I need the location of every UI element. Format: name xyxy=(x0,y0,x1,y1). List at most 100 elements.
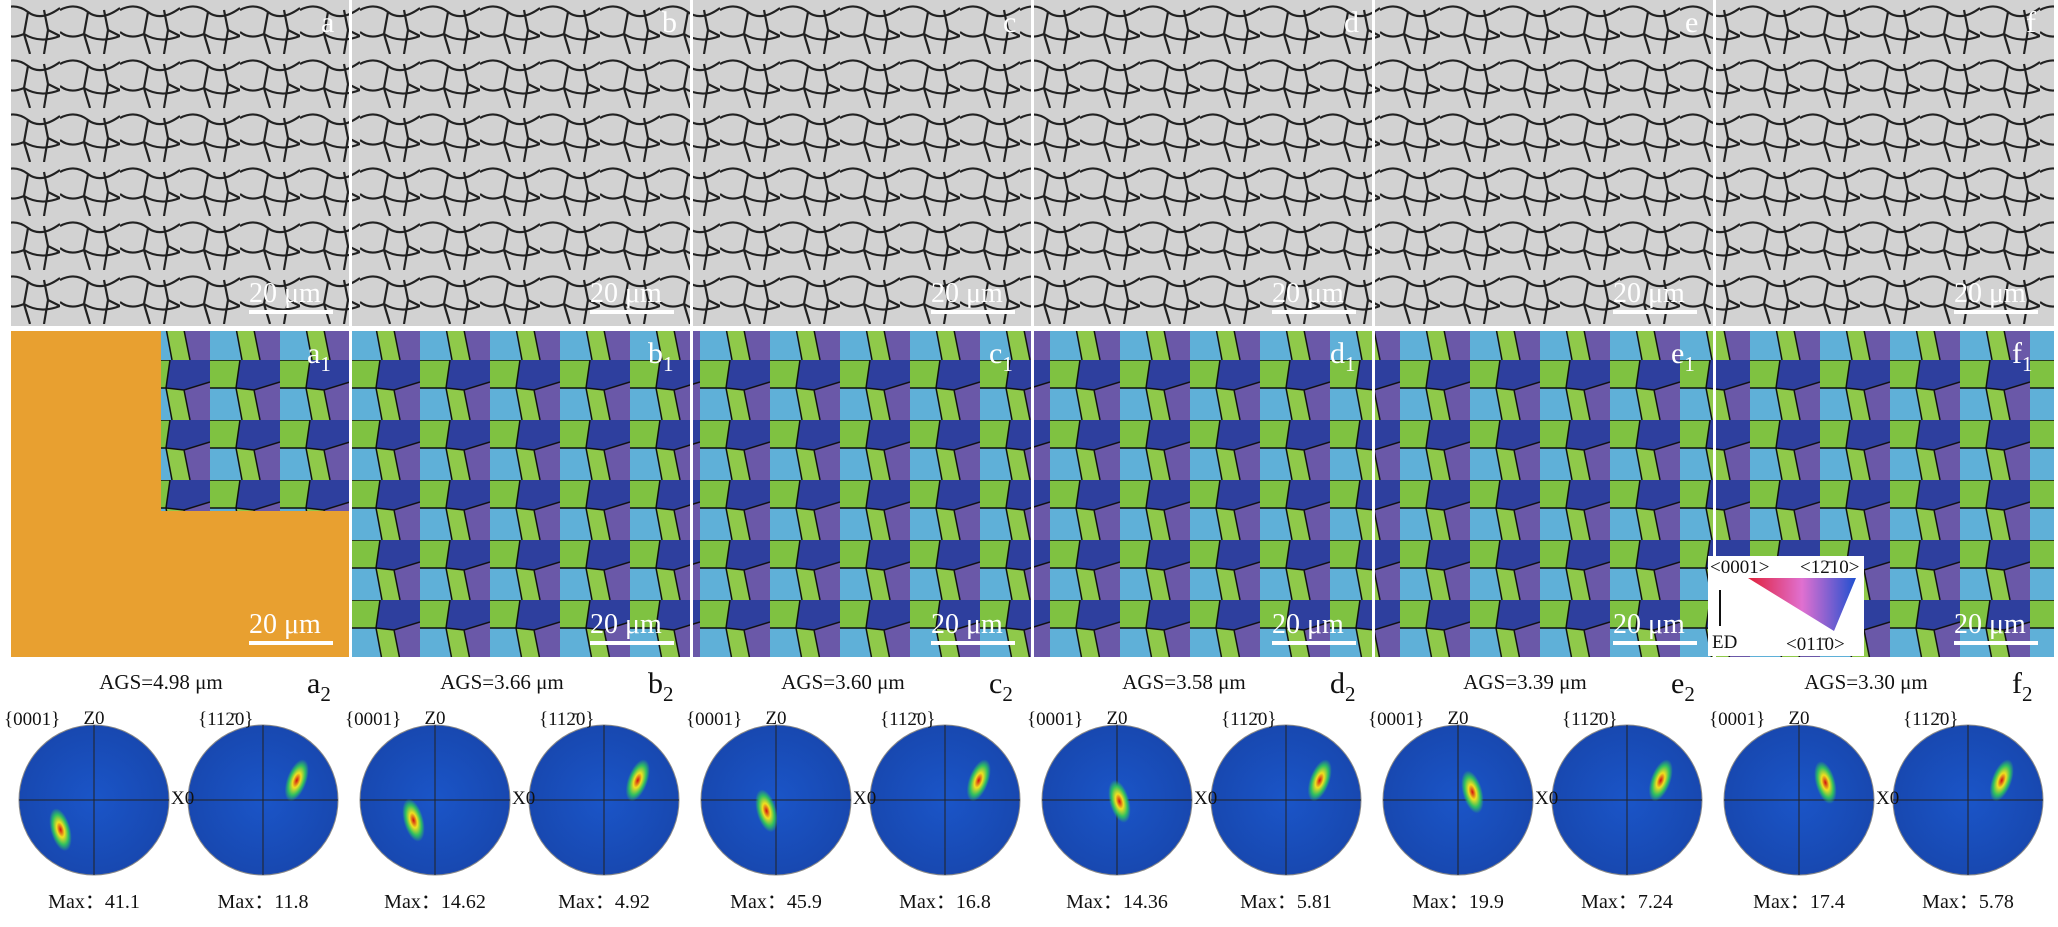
pf-label: f2 xyxy=(2012,667,2033,706)
max-value: Max：14.36 xyxy=(1066,891,1168,913)
pf-label: {112̄0} xyxy=(198,709,254,730)
panel-label: f xyxy=(2026,6,2036,39)
pf-hotspot xyxy=(1989,759,2014,802)
panel-label: d xyxy=(1344,6,1359,39)
map-label-sub: 1 xyxy=(1345,352,1356,376)
map-label: a1 xyxy=(307,337,331,376)
ebsd-overlay xyxy=(161,331,349,511)
legend-label: <0001> xyxy=(1710,557,1769,578)
pf-label: {0001} xyxy=(1368,709,1424,730)
pf-hotspot xyxy=(966,759,991,802)
scale-bar-text: 20 μm xyxy=(1954,278,2026,309)
ags: AGS=4.98 μm xyxy=(99,670,222,694)
pf-axis-x: X0 xyxy=(1535,788,1558,809)
max-value: Max：5.78 xyxy=(1922,891,2014,913)
scale-bar-text: 20 μm xyxy=(1272,609,1344,640)
ags: AGS=3.58 μm xyxy=(1122,670,1245,694)
map-label: d1 xyxy=(1330,337,1356,376)
ags: AGS=3.60 μm xyxy=(781,670,904,694)
pf-label: {112̄0} xyxy=(1221,709,1277,730)
map-label-sub: 1 xyxy=(320,352,331,376)
pf-label-base: a xyxy=(307,667,320,700)
pf-label: {0001} xyxy=(1709,709,1765,730)
ebsd-map xyxy=(693,331,1031,657)
max-value: Max：7.24 xyxy=(1581,891,1673,913)
pf-axis-z: Z0 xyxy=(1106,708,1127,729)
ipf-triangle xyxy=(1748,578,1856,631)
micrograph xyxy=(1716,0,2054,326)
panel-label: b xyxy=(662,6,677,39)
scale-bar-text: 20 μm xyxy=(590,278,662,309)
micrograph xyxy=(1034,0,1372,326)
pf-label-base: d xyxy=(1330,667,1345,700)
ags: AGS=3.39 μm xyxy=(1463,670,1586,694)
pf-hotspot xyxy=(284,759,309,802)
max-value: Max：19.9 xyxy=(1412,891,1504,913)
scale-bar-text: 20 μm xyxy=(1954,609,2026,640)
pf-axis-z: Z0 xyxy=(765,708,786,729)
max-value: Max：17.4 xyxy=(1753,891,1845,913)
pf-axis-x: X0 xyxy=(171,788,194,809)
ebsd-map xyxy=(1375,331,1713,657)
map-label-base: d xyxy=(1330,337,1345,370)
max-value: Max：16.8 xyxy=(899,891,991,913)
pf-label-sub: 2 xyxy=(1345,682,1356,706)
scale-bar-text: 20 μm xyxy=(249,609,321,640)
scale-bar-text: 20 μm xyxy=(1272,278,1344,309)
pf-label: {0001} xyxy=(4,709,60,730)
pf-hotspot xyxy=(49,808,72,852)
pf-axis-z: Z0 xyxy=(424,708,445,729)
legend-label: <011̄0> xyxy=(1786,634,1845,655)
pf-axis-z: Z0 xyxy=(1788,708,1809,729)
pf-label: a2 xyxy=(307,667,331,706)
pf-label-base: f xyxy=(2012,667,2022,700)
legend-label: ED xyxy=(1712,632,1737,653)
pf-label: e2 xyxy=(1671,667,1695,706)
pf-hotspot xyxy=(755,789,778,833)
pf-hotspot xyxy=(1461,770,1484,814)
pf-hotspot xyxy=(1814,761,1837,804)
pf-label-sub: 2 xyxy=(1684,682,1695,706)
micrograph xyxy=(11,0,349,326)
pf-hotspot xyxy=(402,798,425,842)
panel-label: e xyxy=(1685,6,1698,39)
pf-label: d2 xyxy=(1330,667,1356,706)
micrograph xyxy=(352,0,690,326)
pf-label-sub: 2 xyxy=(320,682,331,706)
max-value: Max：5.81 xyxy=(1240,891,1332,913)
map-label-base: c xyxy=(989,337,1002,370)
ags: AGS=3.66 μm xyxy=(440,670,563,694)
pf-label: {112̄0} xyxy=(880,709,936,730)
map-label-sub: 1 xyxy=(1684,352,1695,376)
max-value: Max：45.9 xyxy=(730,891,822,913)
map-label: f1 xyxy=(2012,337,2033,376)
pf-axis-x: X0 xyxy=(512,788,535,809)
ebsd-map xyxy=(1034,331,1372,657)
pf-hotspot xyxy=(1307,759,1332,802)
ebsd-map xyxy=(352,331,690,657)
max-value: Max：11.8 xyxy=(218,891,309,913)
map-label-base: f xyxy=(2012,337,2022,370)
map-label-sub: 1 xyxy=(2022,352,2033,376)
micrograph xyxy=(1375,0,1713,326)
map-label-base: a xyxy=(307,337,320,370)
map-label: b1 xyxy=(648,337,674,376)
scale-bar-text: 20 μm xyxy=(1613,609,1685,640)
pf-label: {0001} xyxy=(686,709,742,730)
pf-axis-x: X0 xyxy=(853,788,876,809)
pf-label: {0001} xyxy=(1027,709,1083,730)
pf-axis-z: Z0 xyxy=(1447,708,1468,729)
pf-hotspot xyxy=(625,759,650,802)
scale-bar-text: 20 μm xyxy=(249,278,321,309)
scale-bar-text: 20 μm xyxy=(931,278,1003,309)
pf-label: {112̄0} xyxy=(1562,709,1618,730)
pf-label: c2 xyxy=(989,667,1013,706)
pf-axis-z: Z0 xyxy=(83,708,104,729)
pf-label: {112̄0} xyxy=(539,709,595,730)
max-value: Max：4.92 xyxy=(558,891,650,913)
scale-bar-text: 20 μm xyxy=(1613,278,1685,309)
map-label-base: e xyxy=(1671,337,1684,370)
pf-axis-x: X0 xyxy=(1876,788,1899,809)
max-value: Max：14.62 xyxy=(384,891,486,913)
ags: AGS=3.30 μm xyxy=(1804,670,1927,694)
